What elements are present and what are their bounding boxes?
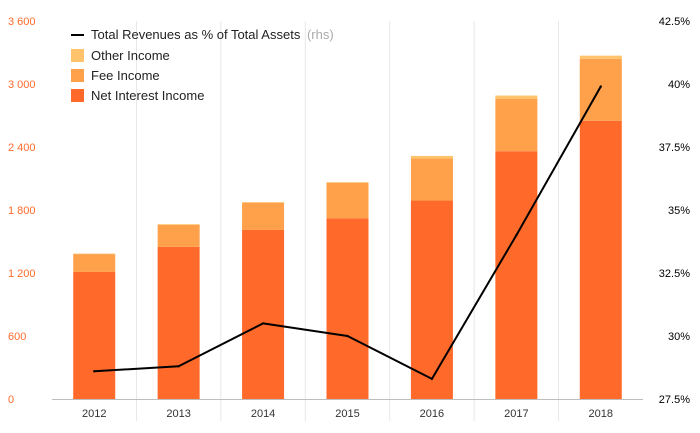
bar-other-2018 xyxy=(579,55,622,59)
line-point-2012 xyxy=(93,370,96,373)
bar-fee-2017 xyxy=(495,98,538,152)
bar-other-2012 xyxy=(73,253,116,255)
line-point-2018 xyxy=(599,85,602,88)
x-tick-label: 2018 xyxy=(589,408,613,420)
x-axis: 2012 2013 2014 2015 2016 2017 2018 xyxy=(52,399,643,420)
right-tick-label: 35% xyxy=(668,205,690,217)
bar-other-2015 xyxy=(326,182,369,183)
bar-net-interest-2018 xyxy=(579,120,622,399)
legend: Total Revenues as % of Total Assets (rhs… xyxy=(71,27,334,103)
line-point-2013 xyxy=(177,365,180,368)
legend-fee-swatch xyxy=(71,69,84,82)
bar-fee-2016 xyxy=(410,158,453,201)
bar-fee-2014 xyxy=(242,202,285,230)
left-tick-label: 0 xyxy=(8,394,14,406)
bar-fee-2012 xyxy=(73,254,116,272)
line-point-2014 xyxy=(261,322,265,325)
x-tick-label: 2012 xyxy=(82,408,106,420)
bars-layer xyxy=(73,55,622,399)
x-tick-label: 2016 xyxy=(420,408,444,420)
bar-other-2016 xyxy=(410,155,453,159)
right-tick-label: 42.5% xyxy=(659,16,690,28)
left-tick-label: 1 800 xyxy=(8,205,36,217)
x-tick-label: 2014 xyxy=(251,408,275,420)
x-tick-label: 2017 xyxy=(504,408,528,420)
legend-line-label: Total Revenues as % of Total Assets (rhs… xyxy=(91,27,334,42)
right-tick-label: 27.5% xyxy=(659,394,690,406)
legend-other-label: Other Income xyxy=(91,48,170,63)
right-axis: 27.5% 30% 32.5% 35% 37.5% 40% 42.5% xyxy=(659,16,690,406)
left-axis: 0 600 1 200 1 800 2 400 3 000 3 600 xyxy=(8,16,36,406)
x-tick-label: 2015 xyxy=(335,408,359,420)
right-tick-label: 30% xyxy=(668,331,690,343)
legend-fee-label: Fee Income xyxy=(91,68,160,83)
bar-net-interest-2016 xyxy=(410,200,453,399)
x-tick-label: 2013 xyxy=(166,408,190,420)
left-tick-label: 1 200 xyxy=(8,268,36,280)
bar-net-interest-2015 xyxy=(326,218,369,399)
right-tick-label: 32.5% xyxy=(659,268,690,280)
left-tick-label: 600 xyxy=(8,331,26,343)
bar-net-interest-2013 xyxy=(157,246,200,399)
bar-fee-2015 xyxy=(326,182,369,219)
legend-net-swatch xyxy=(71,89,84,102)
bar-other-2013 xyxy=(157,224,200,225)
bar-fee-2013 xyxy=(157,224,200,247)
right-tick-label: 40% xyxy=(668,79,690,91)
bar-net-interest-2017 xyxy=(495,151,538,399)
line-layer xyxy=(93,85,602,381)
bar-other-2017 xyxy=(495,95,538,99)
legend-rhs-note: (rhs) xyxy=(307,27,334,42)
bar-net-interest-2012 xyxy=(73,271,116,399)
bar-other-2014 xyxy=(242,202,285,203)
left-tick-label: 2 400 xyxy=(8,142,36,154)
line-point-2015 xyxy=(346,334,349,338)
left-tick-label: 3 600 xyxy=(8,16,36,28)
line-point-2016 xyxy=(430,377,434,381)
line-point-2017 xyxy=(515,234,518,237)
grid-lines xyxy=(135,21,560,421)
legend-net-label: Net Interest Income xyxy=(91,88,204,103)
right-tick-label: 37.5% xyxy=(659,142,690,154)
legend-other-swatch xyxy=(71,49,84,62)
left-tick-label: 3 000 xyxy=(8,79,36,91)
bar-net-interest-2014 xyxy=(242,229,285,399)
